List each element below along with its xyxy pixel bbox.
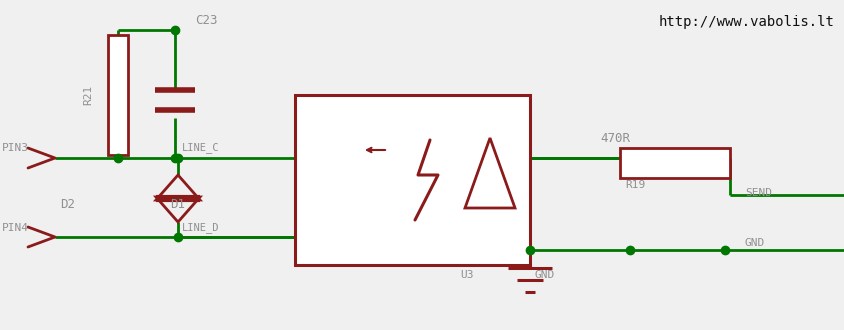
- Bar: [619, 148, 729, 178]
- Text: 470R: 470R: [599, 131, 630, 145]
- Text: LINE_C: LINE_C: [181, 143, 219, 153]
- Text: SEND: SEND: [744, 188, 771, 198]
- Bar: [108, 35, 127, 155]
- Text: PIN3: PIN3: [2, 143, 29, 153]
- Bar: [295, 95, 529, 265]
- Text: D2: D2: [60, 199, 75, 212]
- Text: GND: GND: [534, 270, 555, 280]
- Text: PIN4: PIN4: [2, 223, 29, 233]
- Text: R19: R19: [625, 180, 645, 190]
- Text: R21: R21: [83, 85, 93, 105]
- Text: U3: U3: [459, 270, 473, 280]
- Text: C23: C23: [195, 14, 217, 26]
- Text: GND: GND: [744, 238, 765, 248]
- Text: D1: D1: [170, 199, 185, 212]
- Text: http://www.vabolis.lt: http://www.vabolis.lt: [658, 15, 834, 29]
- Text: LINE_D: LINE_D: [181, 222, 219, 233]
